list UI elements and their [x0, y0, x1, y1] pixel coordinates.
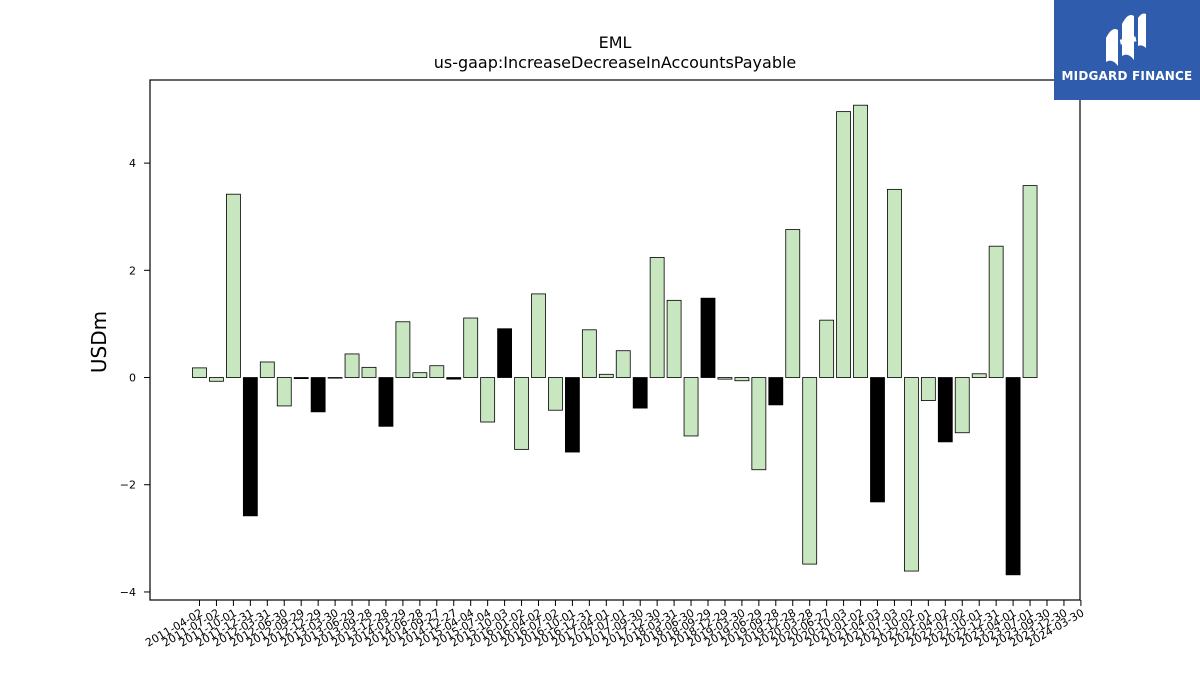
- y-tick-label: 2: [129, 264, 136, 277]
- y-axis: −4 −2 0 2 4: [120, 157, 150, 599]
- bar: [717, 377, 733, 380]
- bar: [853, 104, 868, 378]
- bar: [988, 245, 1004, 378]
- bar: [463, 317, 479, 378]
- bar: [581, 329, 597, 378]
- bar: [497, 328, 513, 378]
- bar: [293, 377, 309, 379]
- brand-logo: MIDGARD FINANCE: [1054, 0, 1200, 100]
- bar: [683, 377, 699, 437]
- bar: [327, 377, 343, 379]
- bar: [700, 297, 716, 378]
- chart-subtitle: us-gaap:IncreaseDecreaseInAccountsPayabl…: [433, 53, 797, 72]
- bar: [734, 377, 750, 382]
- bar: [565, 377, 580, 453]
- bar: [1022, 185, 1038, 378]
- bar: [887, 188, 902, 378]
- bar: [259, 361, 275, 378]
- bar: [802, 377, 818, 565]
- y-tick-label: −4: [120, 586, 136, 599]
- bar: [361, 366, 377, 378]
- bar: [276, 377, 292, 407]
- bar: [225, 193, 241, 378]
- bar: [819, 319, 835, 378]
- bar: [785, 229, 801, 378]
- bar: [666, 299, 682, 378]
- bar: [446, 377, 462, 380]
- bar: [480, 377, 496, 423]
- bar: [836, 111, 851, 378]
- bar: [971, 373, 987, 378]
- bar: [1005, 377, 1021, 576]
- bar: [310, 377, 326, 413]
- bar: [632, 377, 648, 409]
- bar: [904, 377, 919, 572]
- bars-group: [192, 104, 1038, 576]
- bar: [615, 350, 631, 378]
- midgard-logo-icon: [1106, 13, 1146, 66]
- chart-title: EML: [598, 33, 632, 52]
- bar: [412, 372, 428, 378]
- bar: [937, 377, 953, 443]
- plot-frame: [149, 79, 1081, 601]
- bar: [920, 377, 936, 401]
- bar: [531, 293, 546, 378]
- y-axis-label: USDm: [87, 311, 111, 373]
- y-tick-label: 4: [129, 157, 136, 170]
- bar: [954, 377, 970, 434]
- bar: [378, 377, 394, 427]
- bar: [649, 257, 665, 378]
- x-axis: 2011-04-022011-07-022011-10-012011-12-31…: [143, 600, 1086, 650]
- bar: [242, 377, 258, 517]
- y-tick-label: −2: [120, 479, 136, 492]
- bar: [344, 353, 360, 378]
- bar: [598, 373, 614, 378]
- bar: [209, 377, 224, 382]
- bar: [768, 377, 784, 406]
- bar: [751, 377, 767, 471]
- bar: [870, 377, 885, 503]
- bar: [395, 321, 411, 378]
- y-tick-label: 0: [129, 372, 136, 385]
- bar: [514, 377, 529, 450]
- bar: [429, 365, 445, 378]
- bar: [192, 367, 207, 378]
- bar: [548, 377, 563, 411]
- brand-name: MIDGARD FINANCE: [1061, 69, 1193, 83]
